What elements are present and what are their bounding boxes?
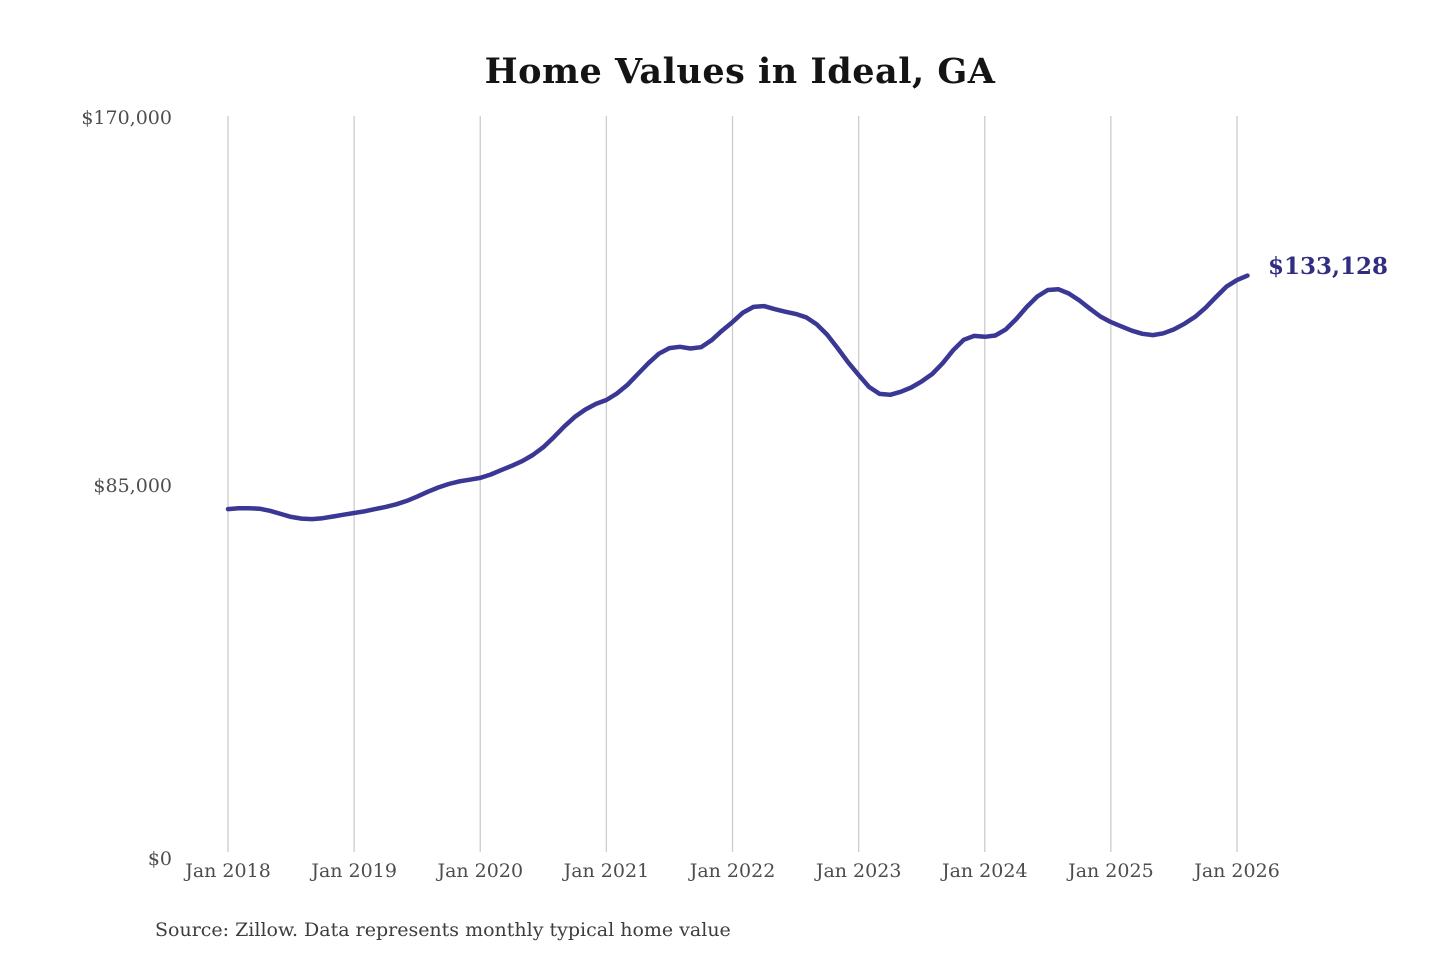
x-tick-label: Jan 2018 (183, 860, 271, 882)
y-tick-170000: $170,000 (81, 107, 172, 129)
x-tick-label: Jan 2024 (940, 860, 1028, 882)
y-tick-85000: $85,000 (93, 475, 172, 497)
x-tick-label: Jan 2022 (688, 860, 776, 882)
x-axis: Jan 2018 Jan 2019 Jan 2020 Jan 2021 Jan 2022… (183, 860, 1280, 882)
gridlines (227, 116, 1238, 852)
home-value-line-series (225, 273, 1250, 522)
y-axis: $170,000 $85,000 $0 (81, 107, 172, 870)
x-tick-label: Jan 2020 (435, 860, 523, 882)
y-tick-0: $0 (148, 848, 172, 870)
source-note: Source: Zillow. Data represents monthly … (155, 919, 731, 941)
x-tick-label: Jan 2026 (1192, 860, 1280, 882)
chart-title: Home Values in Ideal, GA (485, 51, 996, 92)
x-tick-label: Jan 2025 (1066, 860, 1154, 882)
latest-value-label: $133,128 (1268, 253, 1388, 280)
x-tick-label: Jan 2021 (562, 860, 650, 882)
x-tick-label: Jan 2019 (309, 860, 397, 882)
x-tick-label: Jan 2023 (814, 860, 902, 882)
